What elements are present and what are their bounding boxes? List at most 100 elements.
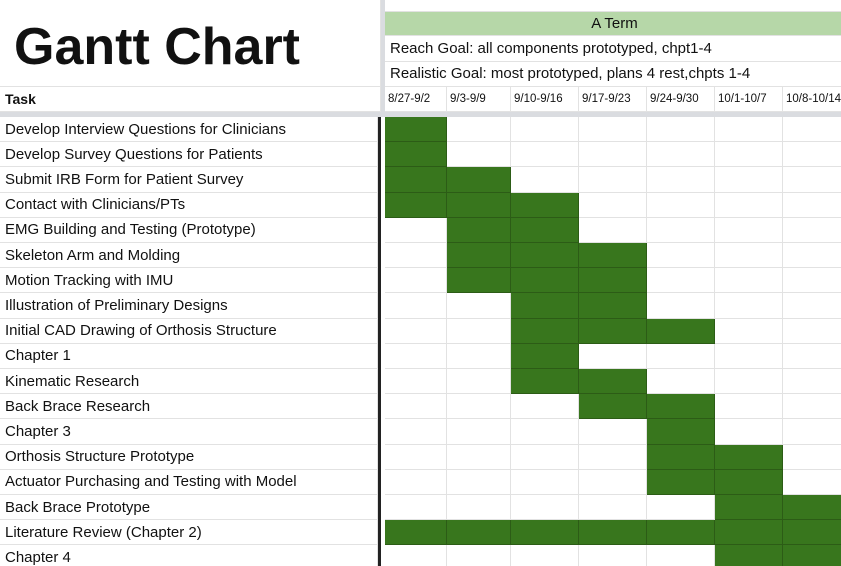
empty-cell xyxy=(715,318,783,344)
empty-cell xyxy=(511,167,579,193)
empty-cell xyxy=(647,343,715,369)
empty-cell xyxy=(715,243,783,269)
active-week xyxy=(579,268,647,294)
empty-cell xyxy=(647,369,715,395)
active-week xyxy=(783,520,841,546)
empty-cell xyxy=(647,142,715,168)
empty-cell xyxy=(715,142,783,168)
column-divider xyxy=(378,117,381,566)
empty-cell xyxy=(783,268,841,294)
active-week xyxy=(783,545,841,566)
empty-cell xyxy=(385,343,447,369)
task-name: Develop Survey Questions for Patients xyxy=(0,142,378,168)
task-name: Chapter 4 xyxy=(0,545,378,566)
empty-cell xyxy=(783,369,841,395)
empty-cell xyxy=(447,142,511,168)
empty-cell xyxy=(783,419,841,445)
active-week xyxy=(715,444,783,470)
active-week xyxy=(715,469,783,495)
empty-cell xyxy=(447,369,511,395)
empty-cell xyxy=(447,495,511,521)
active-week xyxy=(579,293,647,319)
empty-cell xyxy=(447,545,511,566)
active-week xyxy=(511,293,579,319)
active-week xyxy=(511,343,579,369)
empty-cell xyxy=(447,394,511,420)
empty-cell xyxy=(511,545,579,566)
active-week xyxy=(579,318,647,344)
empty-cell xyxy=(579,167,647,193)
task-name: Kinematic Research xyxy=(0,369,378,395)
frozen-column-divider xyxy=(381,0,385,117)
empty-cell xyxy=(783,293,841,319)
empty-cell xyxy=(715,117,783,143)
active-week xyxy=(647,318,715,344)
empty-cell xyxy=(715,419,783,445)
task-name: Back Brace Research xyxy=(0,394,378,420)
week-header: 9/10-9/16 xyxy=(511,87,579,112)
active-week xyxy=(647,419,715,445)
empty-cell xyxy=(385,469,447,495)
empty-cell xyxy=(447,469,511,495)
title: Gantt Chart xyxy=(0,0,381,87)
week-header: 10/1-10/7 xyxy=(715,87,783,112)
empty-cell xyxy=(715,394,783,420)
empty-cell xyxy=(647,495,715,521)
active-week xyxy=(511,520,579,546)
active-week xyxy=(385,167,447,193)
empty-cell xyxy=(715,167,783,193)
active-week xyxy=(715,520,783,546)
empty-cell xyxy=(579,142,647,168)
term-header: A Term xyxy=(385,12,841,36)
task-name: Develop Interview Questions for Clinicia… xyxy=(0,117,378,143)
empty-cell xyxy=(447,444,511,470)
empty-cell xyxy=(647,192,715,218)
empty-cell xyxy=(579,117,647,143)
empty-cell xyxy=(447,117,511,143)
empty-cell xyxy=(447,343,511,369)
empty-cell xyxy=(647,167,715,193)
empty-cell xyxy=(783,243,841,269)
blank-row xyxy=(385,0,841,12)
goal: Realistic Goal: most prototyped, plans 4… xyxy=(385,62,841,87)
task-header: Task xyxy=(0,87,381,112)
task-name: Back Brace Prototype xyxy=(0,495,378,521)
empty-cell xyxy=(579,419,647,445)
empty-cell xyxy=(579,444,647,470)
empty-cell xyxy=(579,217,647,243)
task-name: Chapter 1 xyxy=(0,343,378,369)
empty-cell xyxy=(511,142,579,168)
active-week xyxy=(511,243,579,269)
empty-cell xyxy=(783,445,841,470)
empty-cell xyxy=(579,495,647,521)
task-name: Actuator Purchasing and Testing with Mod… xyxy=(0,469,378,495)
task-name: Literature Review (Chapter 2) xyxy=(0,520,378,546)
active-week xyxy=(447,520,511,546)
empty-cell xyxy=(385,268,447,294)
empty-cell xyxy=(783,193,841,218)
empty-cell xyxy=(715,369,783,395)
empty-cell xyxy=(511,394,579,420)
active-week xyxy=(647,394,715,420)
task-name: Orthosis Structure Prototype xyxy=(0,444,378,470)
empty-cell xyxy=(385,545,447,566)
active-week xyxy=(447,167,511,193)
empty-cell xyxy=(385,243,447,269)
empty-cell xyxy=(783,167,841,193)
empty-cell xyxy=(511,117,579,143)
empty-cell xyxy=(579,469,647,495)
empty-cell xyxy=(385,394,447,420)
empty-cell xyxy=(783,394,841,420)
empty-cell xyxy=(385,369,447,395)
empty-cell xyxy=(783,319,841,344)
active-week xyxy=(511,369,579,395)
empty-cell xyxy=(783,344,841,369)
active-week xyxy=(647,469,715,495)
empty-cell xyxy=(385,444,447,470)
empty-cell xyxy=(579,192,647,218)
active-week xyxy=(579,394,647,420)
active-week xyxy=(579,369,647,395)
task-name: Chapter 3 xyxy=(0,419,378,445)
empty-cell xyxy=(647,217,715,243)
week-header: 10/8-10/14 xyxy=(783,87,841,112)
